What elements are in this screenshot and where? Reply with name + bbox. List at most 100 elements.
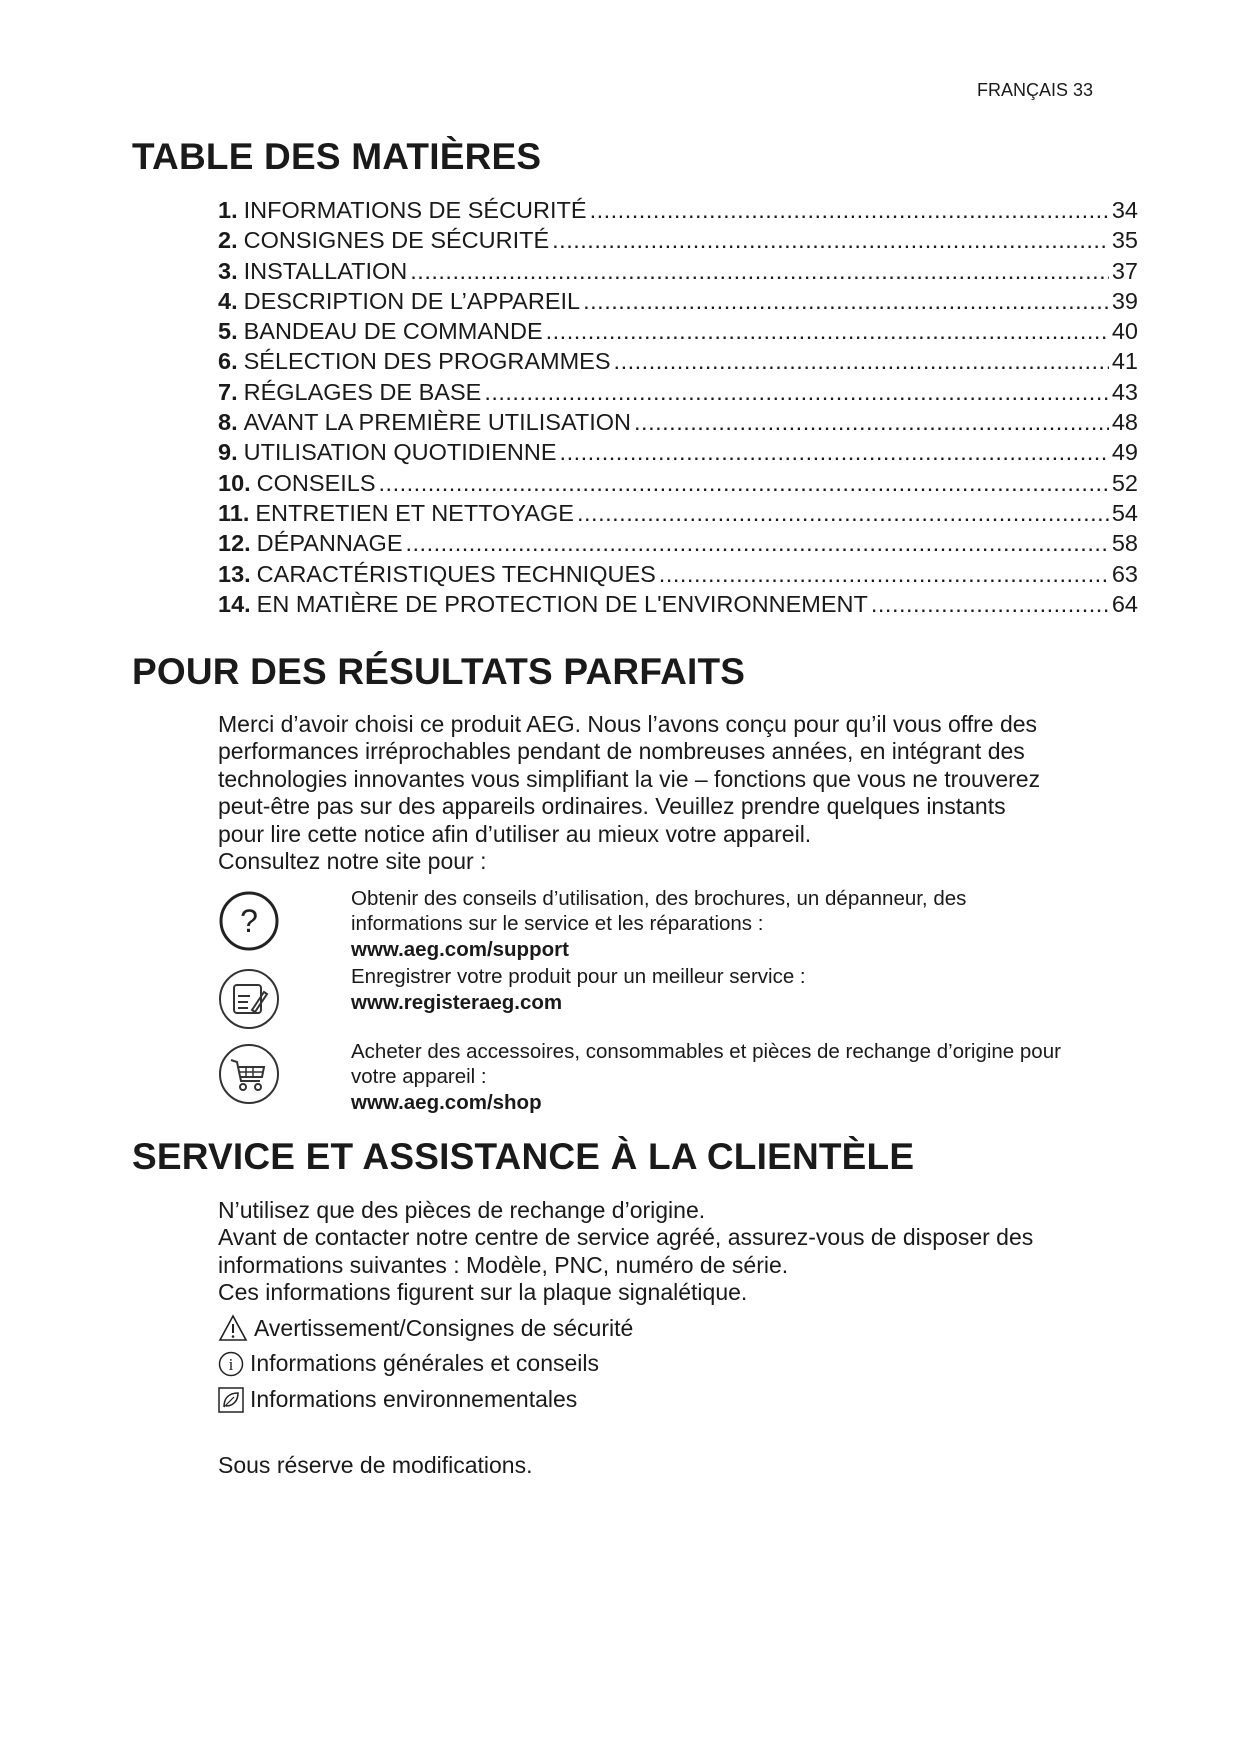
legend-environment: Informations environnementales bbox=[218, 1386, 577, 1413]
legend-warning: Avertissement/Consignes de sécurité bbox=[218, 1314, 633, 1342]
toc-label: SÉLECTION DES PROGRAMMES bbox=[243, 348, 611, 375]
toc-label: CONSIGNES DE SÉCURITÉ bbox=[243, 227, 550, 254]
toc-label: UTILISATION QUOTIDIENNE bbox=[243, 439, 557, 466]
question-icon: ? bbox=[219, 891, 279, 951]
toc-entry[interactable]: 11.ENTRETIEN ET NETTOYAGE 54 bbox=[218, 500, 1138, 530]
toc-entry[interactable]: 8.AVANT LA PREMIÈRE UTILISATION 48 bbox=[218, 409, 1138, 439]
toc-entry[interactable]: 4.DESCRIPTION DE L’APPAREIL 39 bbox=[218, 288, 1138, 318]
toc-entry[interactable]: 6.SÉLECTION DES PROGRAMMES 41 bbox=[218, 348, 1138, 378]
toc-number: 10. bbox=[218, 469, 251, 496]
dot-leader bbox=[484, 379, 1109, 406]
toc-page: 58 bbox=[1111, 530, 1138, 557]
info-icon: i bbox=[218, 1351, 244, 1376]
legend-label: Avertissement/Consignes de sécurité bbox=[254, 1314, 634, 1341]
toc-page: 54 bbox=[1111, 499, 1138, 526]
dot-leader bbox=[634, 409, 1109, 436]
text-line: Consultez notre site pour : bbox=[218, 848, 487, 875]
toc-entry[interactable]: 13.CARACTÉRISTIQUES TECHNIQUES 63 bbox=[218, 561, 1138, 591]
dot-leader bbox=[583, 288, 1109, 315]
support-link[interactable]: www.aeg.com/support bbox=[351, 938, 569, 961]
toc-entry[interactable]: 1.INFORMATIONS DE SÉCURITÉ 34 bbox=[218, 197, 1138, 227]
environment-leaf-icon bbox=[218, 1386, 244, 1413]
register-link-block: Enregistrer votre produit pour un meille… bbox=[351, 964, 1141, 1015]
dot-leader bbox=[546, 318, 1109, 345]
text-line: informations sur le service et les répar… bbox=[351, 912, 764, 935]
shop-link[interactable]: www.aeg.com/shop bbox=[351, 1091, 542, 1114]
toc-page: 41 bbox=[1111, 348, 1138, 375]
toc-page: 64 bbox=[1111, 590, 1138, 617]
toc-label: ENTRETIEN ET NETTOYAGE bbox=[255, 499, 574, 526]
dot-leader bbox=[560, 439, 1109, 466]
service-title: SERVICE ET ASSISTANCE À LA CLIENTÈLE bbox=[132, 1136, 915, 1177]
dot-leader bbox=[577, 500, 1109, 527]
toc-entry[interactable]: 9.UTILISATION QUOTIDIENNE 49 bbox=[218, 439, 1138, 469]
toc-label: RÉGLAGES DE BASE bbox=[243, 378, 482, 405]
toc-number: 3. bbox=[218, 257, 238, 284]
results-title: POUR DES RÉSULTATS PARFAITS bbox=[132, 651, 746, 692]
dot-leader bbox=[552, 227, 1109, 254]
svg-text:?: ? bbox=[240, 903, 258, 939]
toc-number: 12. bbox=[218, 530, 251, 557]
text-line: Merci d’avoir choisi ce produit AEG. Nou… bbox=[218, 711, 1038, 737]
toc-label: INFORMATIONS DE SÉCURITÉ bbox=[243, 197, 587, 223]
table-of-contents: 1.INFORMATIONS DE SÉCURITÉ 34 2.CONSIGNES … bbox=[218, 197, 1138, 621]
toc-page: 35 bbox=[1111, 227, 1138, 254]
text-line: Obtenir des conseils d’utilisation, des … bbox=[351, 887, 967, 910]
footer-note: Sous réserve de modifications. bbox=[218, 1452, 533, 1478]
register-notepad-icon bbox=[219, 969, 279, 1029]
toc-entry[interactable]: 10.CONSEILS 52 bbox=[218, 470, 1138, 500]
dot-leader bbox=[406, 530, 1109, 557]
register-link[interactable]: www.registeraeg.com bbox=[351, 991, 563, 1014]
dot-leader bbox=[871, 591, 1109, 618]
legend-info: i Informations générales et conseils bbox=[218, 1350, 599, 1377]
toc-entry[interactable]: 3.INSTALLATION 37 bbox=[218, 258, 1138, 288]
warning-triangle-icon bbox=[218, 1314, 248, 1341]
text-line: performances irréprochables pendant de n… bbox=[218, 738, 1025, 765]
legend-label: Informations générales et conseils bbox=[250, 1350, 600, 1376]
toc-page: 39 bbox=[1111, 287, 1138, 314]
toc-page: 40 bbox=[1111, 318, 1138, 345]
dot-leader bbox=[614, 348, 1109, 375]
toc-label: DESCRIPTION DE L’APPAREIL bbox=[243, 287, 581, 314]
dot-leader bbox=[379, 470, 1109, 497]
support-link-block: Obtenir des conseils d’utilisation, des … bbox=[351, 886, 1141, 962]
toc-entry[interactable]: 7.RÉGLAGES DE BASE 43 bbox=[218, 379, 1138, 409]
text-line: technologies innovantes vous simplifiant… bbox=[218, 765, 1041, 792]
text-line: Ces informations figurent sur la plaque … bbox=[218, 1279, 748, 1306]
shop-link-block: Acheter des accessoires, consommables et… bbox=[351, 1039, 1141, 1115]
toc-number: 6. bbox=[218, 348, 238, 375]
toc-number: 13. bbox=[218, 560, 251, 587]
toc-page: 48 bbox=[1111, 409, 1138, 436]
toc-number: 4. bbox=[218, 287, 238, 314]
toc-label: AVANT LA PREMIÈRE UTILISATION bbox=[243, 409, 632, 436]
toc-number: 1. bbox=[218, 197, 238, 223]
toc-number: 11. bbox=[218, 499, 250, 526]
text-line: peut-être pas sur des appareils ordinair… bbox=[218, 793, 1006, 820]
toc-label: DÉPANNAGE bbox=[256, 530, 403, 557]
toc-entry[interactable]: 5.BANDEAU DE COMMANDE 40 bbox=[218, 318, 1138, 348]
text-line: votre appareil : bbox=[351, 1065, 487, 1088]
toc-number: 5. bbox=[218, 318, 238, 345]
toc-entry[interactable]: 14. EN MATIÈRE DE PROTECTION DE L'ENVIRON… bbox=[218, 591, 1138, 621]
page-header: FRANÇAIS 33 bbox=[976, 80, 1093, 100]
toc-page: 43 bbox=[1111, 378, 1138, 405]
toc-entry[interactable]: 2.CONSIGNES DE SÉCURITÉ 35 bbox=[218, 227, 1138, 257]
toc-page: 63 bbox=[1111, 560, 1138, 587]
svg-text:i: i bbox=[229, 1355, 234, 1374]
dot-leader bbox=[659, 561, 1109, 588]
toc-title: TABLE DES MATIÈRES bbox=[132, 136, 542, 177]
service-paragraph: N’utilisez que des pièces de rechange d’… bbox=[218, 1197, 1138, 1307]
toc-page: 52 bbox=[1111, 469, 1138, 496]
results-paragraph: Merci d’avoir choisi ce produit AEG. Nou… bbox=[218, 711, 1138, 875]
toc-number: 9. bbox=[218, 439, 238, 466]
text-line: N’utilisez que des pièces de rechange d’… bbox=[218, 1197, 706, 1223]
toc-number: 8. bbox=[218, 409, 238, 436]
dot-leader bbox=[410, 258, 1109, 285]
toc-number: 7. bbox=[218, 378, 238, 405]
text-line: Avant de contacter notre centre de servi… bbox=[218, 1224, 1034, 1251]
toc-entry[interactable]: 12.DÉPANNAGE 58 bbox=[218, 530, 1138, 560]
toc-page: 37 bbox=[1111, 257, 1138, 284]
toc-number: 2. bbox=[218, 227, 238, 254]
toc-page: 34 bbox=[1111, 197, 1138, 223]
